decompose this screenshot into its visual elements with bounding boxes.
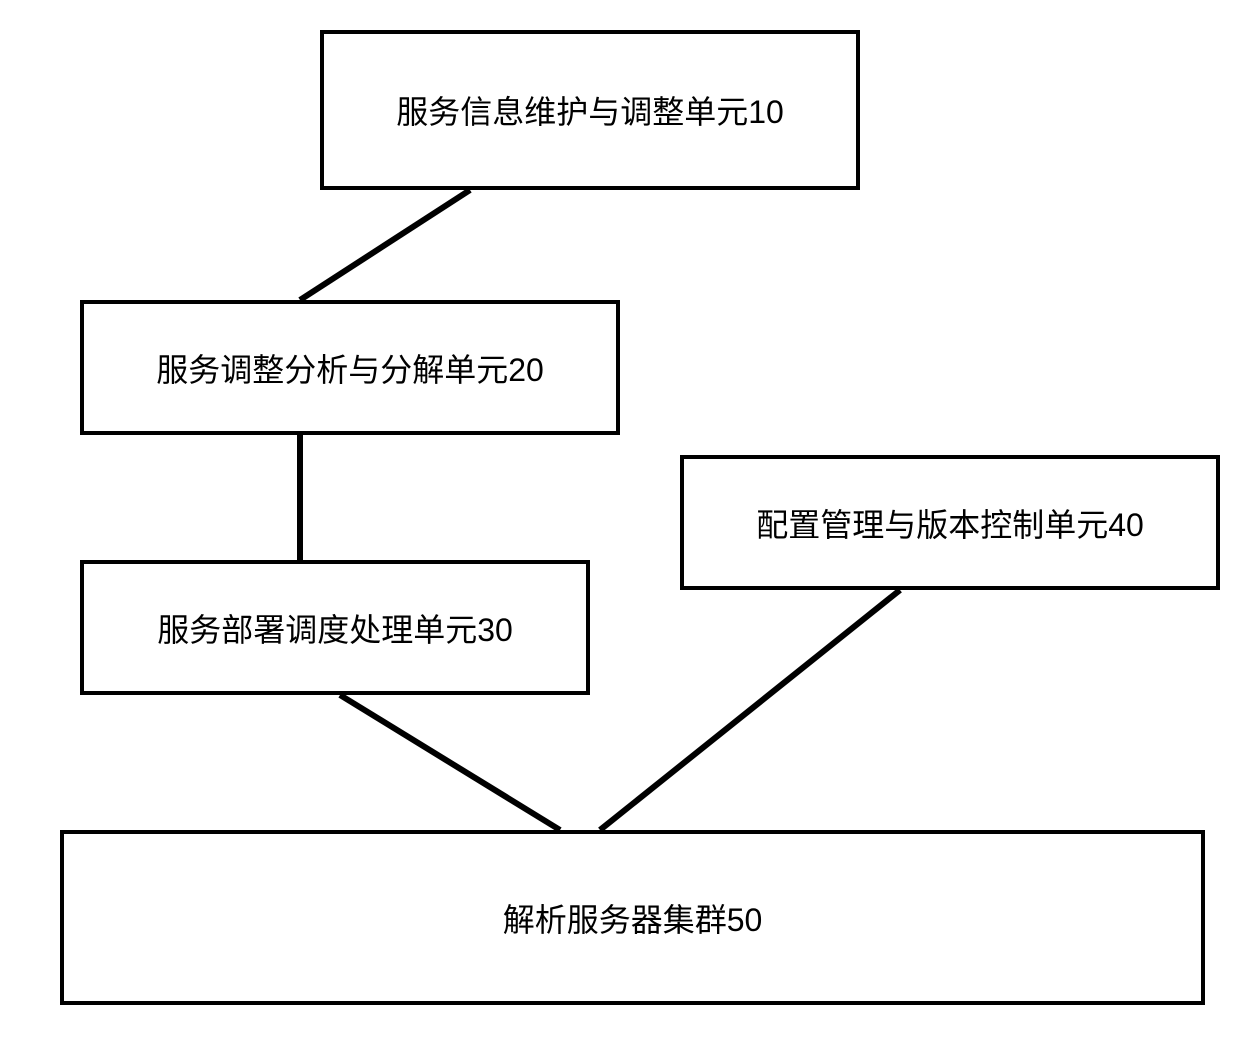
edge-10-20 [300,190,470,300]
node-unit-20: 服务调整分析与分解单元20 [80,300,620,435]
node-unit-10: 服务信息维护与调整单元10 [320,30,860,190]
node-cluster-50: 解析服务器集群50 [60,830,1205,1005]
edge-30-50 [340,695,560,830]
node-label-20: 服务调整分析与分解单元20 [146,345,554,391]
node-label-10: 服务信息维护与调整单元10 [386,87,794,133]
node-unit-40: 配置管理与版本控制单元40 [680,455,1220,590]
node-label-30: 服务部署调度处理单元30 [147,605,523,651]
edge-40-50 [600,590,900,830]
flowchart-diagram: 服务信息维护与调整单元10 服务调整分析与分解单元20 配置管理与版本控制单元4… [0,0,1240,1041]
node-unit-30: 服务部署调度处理单元30 [80,560,590,695]
node-label-40: 配置管理与版本控制单元40 [746,500,1154,546]
node-label-50: 解析服务器集群50 [493,895,773,941]
